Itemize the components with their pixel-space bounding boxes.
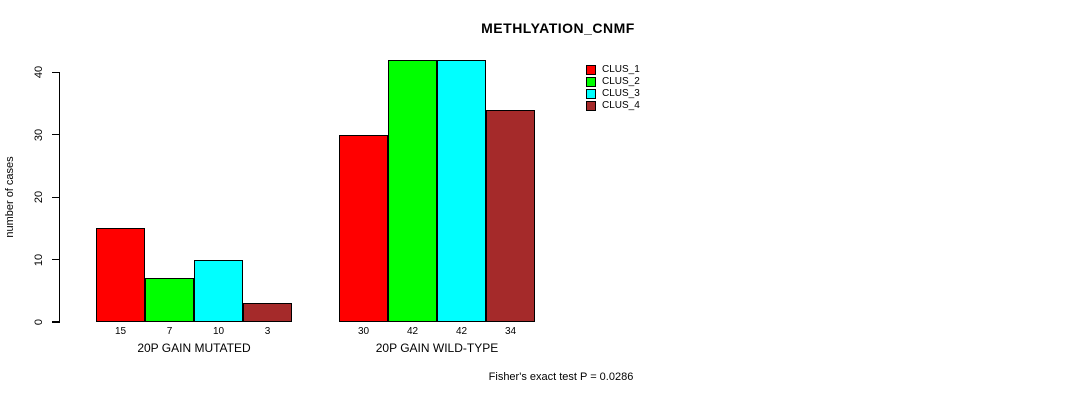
legend-label: CLUS_4 bbox=[602, 100, 640, 111]
bar-value-label: 34 bbox=[504, 326, 517, 337]
x-category-label: 20P GAIN MUTATED bbox=[137, 341, 251, 355]
x-category-label: 20P GAIN WILD-TYPE bbox=[375, 341, 499, 355]
legend-item: CLUS_1 bbox=[586, 64, 640, 76]
legend-swatch bbox=[586, 89, 596, 99]
legend-swatch bbox=[586, 101, 596, 111]
legend-swatch bbox=[586, 77, 596, 87]
bar-clus_1 bbox=[96, 228, 145, 322]
bar-value-label: 15 bbox=[114, 326, 127, 337]
bar-value-label: 42 bbox=[455, 326, 468, 337]
bar-value-label: 7 bbox=[166, 326, 173, 337]
legend-item: CLUS_2 bbox=[586, 76, 640, 88]
y-axis-tick bbox=[52, 259, 60, 261]
legend-swatch bbox=[586, 65, 596, 75]
y-axis-tick bbox=[52, 134, 60, 136]
bar-clus_1 bbox=[339, 134, 388, 322]
bar-value-label: 10 bbox=[212, 326, 225, 337]
y-axis-label: number of cases bbox=[4, 156, 16, 238]
legend-item: CLUS_4 bbox=[586, 100, 640, 112]
bar-clus_4 bbox=[243, 303, 292, 322]
bar-value-label: 42 bbox=[406, 326, 419, 337]
y-tick-label: 20 bbox=[33, 191, 45, 204]
legend: CLUS_1 CLUS_2 CLUS_3 CLUS_4 bbox=[586, 64, 640, 112]
y-axis-tick bbox=[52, 321, 60, 323]
chart-title: METHLYATION_CNMF bbox=[481, 20, 635, 36]
y-tick-label: 10 bbox=[33, 253, 45, 266]
bar-clus_2 bbox=[145, 278, 194, 322]
legend-item: CLUS_3 bbox=[586, 88, 640, 100]
legend-label: CLUS_3 bbox=[602, 88, 640, 99]
bar-clus_4 bbox=[486, 109, 535, 322]
legend-label: CLUS_2 bbox=[602, 76, 640, 87]
legend-label: CLUS_1 bbox=[602, 64, 640, 75]
y-axis-tick bbox=[52, 196, 60, 198]
bar-value-label: 30 bbox=[357, 326, 370, 337]
bar-value-label: 3 bbox=[264, 326, 271, 337]
bar-clus_3 bbox=[437, 59, 486, 322]
bar-clus_2 bbox=[388, 59, 437, 322]
footer-note: Fisher's exact test P = 0.0286 bbox=[488, 371, 634, 383]
bar-clus_3 bbox=[194, 259, 243, 322]
y-axis-tick bbox=[52, 71, 60, 74]
y-tick-label: 30 bbox=[33, 128, 45, 141]
y-tick-label: 40 bbox=[33, 66, 45, 79]
y-tick-label: 0 bbox=[33, 318, 45, 326]
